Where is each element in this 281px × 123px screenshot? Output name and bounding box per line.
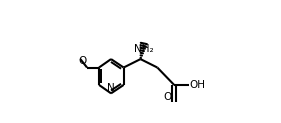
Text: O: O (78, 56, 86, 66)
Text: O: O (164, 92, 172, 102)
Text: NH₂: NH₂ (134, 44, 154, 54)
Text: OH: OH (190, 80, 206, 90)
Text: N: N (107, 83, 115, 93)
